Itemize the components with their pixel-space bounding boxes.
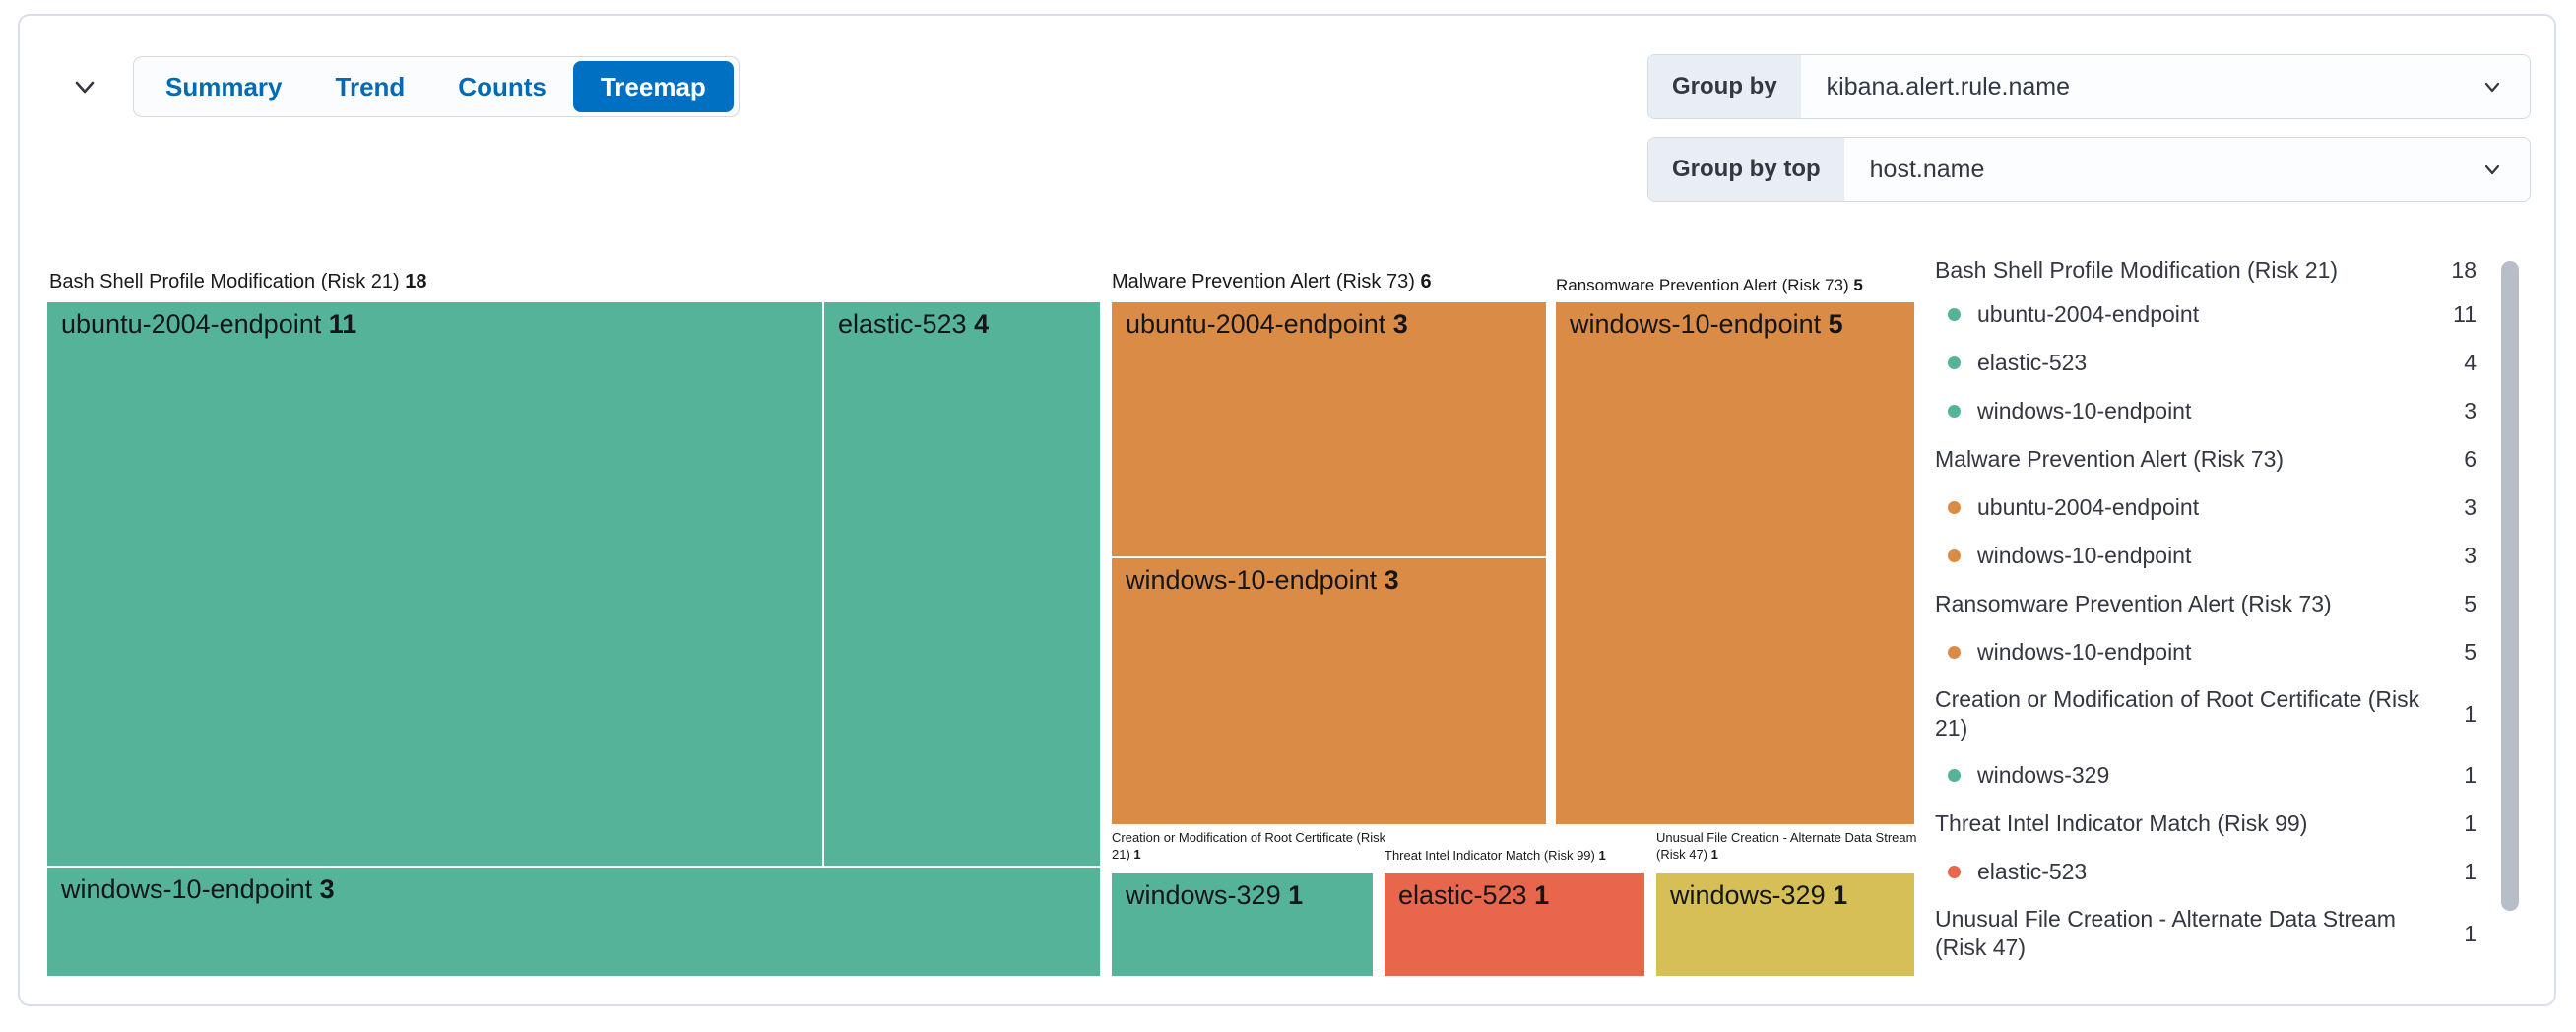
legend-color-dot bbox=[1948, 866, 1961, 878]
group-by-value: kibana.alert.rule.name bbox=[1826, 72, 2071, 100]
legend-label: elastic-523 bbox=[1977, 859, 2088, 884]
legend-color-dot bbox=[1948, 356, 1961, 369]
legend-label: Unusual File Creation - Alternate Data S… bbox=[1935, 906, 2396, 960]
legend-label: Creation or Modification of Root Certifi… bbox=[1935, 686, 2420, 741]
treemap-group-label: Ransomware Prevention Alert (Risk 73) 5 bbox=[1556, 276, 1863, 294]
group-by-label: Group by bbox=[1648, 55, 1801, 118]
group-by-control: Group by kibana.alert.rule.name bbox=[1647, 54, 2531, 119]
tab-treemap[interactable]: Treemap bbox=[572, 61, 734, 112]
legend-count: 1 bbox=[2464, 920, 2477, 946]
legend-color-dot bbox=[1948, 646, 1961, 659]
legend-group-row[interactable]: Threat Intel Indicator Match (Risk 99) 1 bbox=[1935, 800, 2477, 848]
legend-count: 3 bbox=[2464, 494, 2477, 520]
legend-scrollbar-thumb[interactable] bbox=[2501, 261, 2519, 911]
legend-item-row[interactable]: windows-10-endpoint 5 bbox=[1935, 628, 2477, 677]
chevron-down-icon bbox=[2484, 82, 2500, 93]
treemap-cell[interactable]: windows-10-endpoint 3 bbox=[47, 868, 1100, 976]
legend-label: Threat Intel Indicator Match (Risk 99) bbox=[1935, 810, 2308, 836]
legend-label: elastic-523 bbox=[1977, 350, 2088, 375]
legend-item-row[interactable]: windows-10-endpoint 3 bbox=[1935, 387, 2477, 435]
legend-count: 11 bbox=[2453, 301, 2477, 327]
legend-item-row[interactable]: windows-10-endpoint 3 bbox=[1935, 532, 2477, 580]
legend-color-dot bbox=[1948, 308, 1961, 321]
treemap-cell[interactable]: windows-10-endpoint 5 bbox=[1556, 302, 1914, 824]
treemap-cell[interactable]: elastic-523 4 bbox=[824, 302, 1100, 866]
chevron-down-icon bbox=[75, 81, 95, 94]
treemap-group-label: Creation or Modification of Root Certifi… bbox=[1112, 830, 1386, 862]
legend-group-row[interactable]: Bash Shell Profile Modification (Risk 21… bbox=[1935, 249, 2477, 290]
legend-label: Ransomware Prevention Alert (Risk 73) bbox=[1935, 591, 2332, 616]
legend-label: Bash Shell Profile Modification (Risk 21… bbox=[1935, 256, 2339, 283]
legend-label: ubuntu-2004-endpoint bbox=[1977, 301, 2200, 327]
legend-count: 1 bbox=[2464, 700, 2477, 727]
legend-color-dot bbox=[1948, 501, 1961, 514]
chart-legend: Bash Shell Profile Modification (Risk 21… bbox=[1935, 249, 2477, 971]
treemap-group-label: Bash Shell Profile Modification (Risk 21… bbox=[49, 271, 427, 292]
legend-label: windows-10-endpoint bbox=[1977, 543, 2192, 568]
legend-label: windows-10-endpoint bbox=[1977, 639, 2192, 665]
legend-item-row[interactable]: ubuntu-2004-endpoint 11 bbox=[1935, 290, 2477, 339]
legend-label: ubuntu-2004-endpoint bbox=[1977, 494, 2200, 520]
legend-label: windows-329 bbox=[1977, 762, 2110, 788]
legend-count: 18 bbox=[2451, 256, 2477, 283]
group-by-top-select[interactable]: host.name bbox=[1844, 138, 2530, 201]
legend-count: 5 bbox=[2464, 591, 2477, 616]
group-by-top-label: Group by top bbox=[1648, 138, 1844, 201]
chevron-down-icon bbox=[2484, 164, 2500, 175]
legend-group-row[interactable]: Malware Prevention Alert (Risk 73) 6 bbox=[1935, 435, 2477, 484]
treemap-group-label: Threat Intel Indicator Match (Risk 99) 1 bbox=[1385, 848, 1606, 863]
alerts-panel: Summary Trend Counts Treemap Group by ki… bbox=[18, 14, 2556, 1006]
treemap-cell[interactable]: elastic-523 1 bbox=[1385, 873, 1644, 976]
legend-scrollbar[interactable] bbox=[2497, 252, 2523, 981]
treemap-group-label: Unusual File Creation - Alternate Data S… bbox=[1656, 830, 1917, 862]
legend-count: 5 bbox=[2464, 639, 2477, 665]
legend-item-row[interactable]: elastic-523 4 bbox=[1935, 339, 2477, 387]
group-by-top-value: host.name bbox=[1869, 155, 1985, 183]
group-by-select[interactable]: kibana.alert.rule.name bbox=[1801, 55, 2530, 118]
treemap-cell[interactable]: windows-329 1 bbox=[1656, 873, 1914, 976]
legend-item-row[interactable]: windows-329 1 bbox=[1935, 751, 2477, 800]
legend-color-dot bbox=[1948, 549, 1961, 562]
legend-label: windows-10-endpoint bbox=[1977, 398, 2192, 423]
treemap-cell[interactable]: ubuntu-2004-endpoint 11 bbox=[47, 302, 822, 866]
legend-count: 3 bbox=[2464, 398, 2477, 423]
chart-view-tabs: Summary Trend Counts Treemap bbox=[133, 56, 740, 117]
legend-count: 1 bbox=[2464, 762, 2477, 788]
legend-color-dot bbox=[1948, 769, 1961, 782]
legend-count: 4 bbox=[2464, 350, 2477, 375]
tab-counts[interactable]: Counts bbox=[431, 57, 573, 116]
tab-summary[interactable]: Summary bbox=[139, 57, 309, 116]
group-by-top-control: Group by top host.name bbox=[1647, 137, 2531, 202]
treemap-group-label: Malware Prevention Alert (Risk 73) 6 bbox=[1112, 271, 1432, 292]
legend-count: 1 bbox=[2464, 810, 2477, 836]
legend-group-row[interactable]: Unusual File Creation - Alternate Data S… bbox=[1935, 896, 2477, 971]
legend-color-dot bbox=[1948, 405, 1961, 418]
legend-group-row[interactable]: Ransomware Prevention Alert (Risk 73) 5 bbox=[1935, 580, 2477, 628]
legend-count: 1 bbox=[2464, 859, 2477, 884]
treemap-cell[interactable]: windows-10-endpoint 3 bbox=[1112, 558, 1546, 824]
legend-count: 6 bbox=[2464, 446, 2477, 472]
collapse-panel-button[interactable] bbox=[65, 67, 104, 106]
legend-count: 3 bbox=[2464, 543, 2477, 568]
treemap-cell[interactable]: windows-329 1 bbox=[1112, 873, 1373, 976]
legend-item-row[interactable]: ubuntu-2004-endpoint 3 bbox=[1935, 484, 2477, 532]
legend-item-row[interactable]: elastic-523 1 bbox=[1935, 848, 2477, 896]
legend-group-row[interactable]: Creation or Modification of Root Certifi… bbox=[1935, 677, 2477, 751]
legend-label: Malware Prevention Alert (Risk 73) bbox=[1935, 446, 2285, 472]
treemap-cell[interactable]: ubuntu-2004-endpoint 3 bbox=[1112, 302, 1546, 556]
tab-trend[interactable]: Trend bbox=[309, 57, 432, 116]
